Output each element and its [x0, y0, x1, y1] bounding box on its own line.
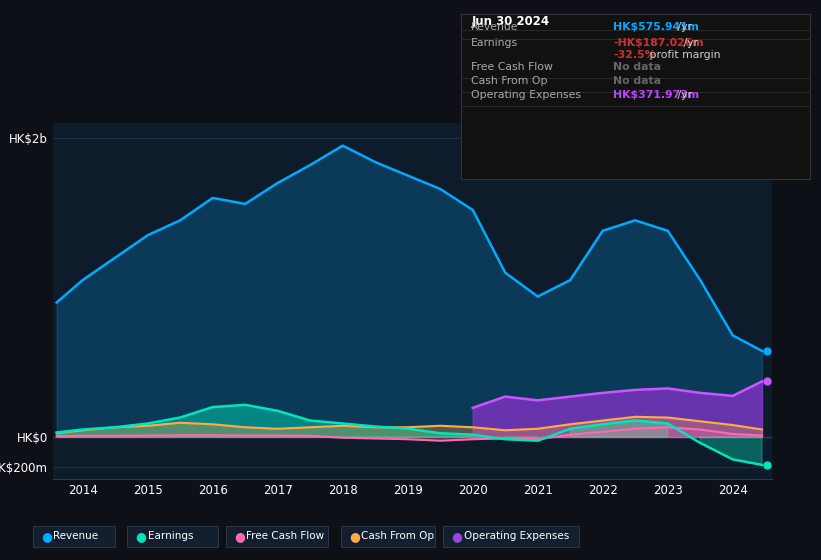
Text: HK$371.973m: HK$371.973m	[613, 90, 699, 100]
Text: Revenue: Revenue	[53, 531, 99, 542]
Text: /yr: /yr	[680, 38, 698, 48]
Text: Free Cash Flow: Free Cash Flow	[471, 62, 553, 72]
Text: Earnings: Earnings	[148, 531, 193, 542]
Text: Free Cash Flow: Free Cash Flow	[246, 531, 324, 542]
Text: Revenue: Revenue	[471, 22, 519, 32]
Text: /yr: /yr	[674, 22, 692, 32]
Text: Cash From Op: Cash From Op	[471, 76, 548, 86]
Text: Operating Expenses: Operating Expenses	[464, 531, 569, 542]
Text: Earnings: Earnings	[471, 38, 518, 48]
Text: -HK$187.026m: -HK$187.026m	[613, 38, 704, 48]
Text: Jun 30 2024: Jun 30 2024	[471, 15, 549, 28]
Text: ●: ●	[135, 530, 146, 543]
Text: ●: ●	[234, 530, 245, 543]
Text: Cash From Op: Cash From Op	[361, 531, 434, 542]
Text: ●: ●	[41, 530, 52, 543]
Text: No data: No data	[613, 62, 661, 72]
Text: HK$575.941m: HK$575.941m	[613, 22, 699, 32]
Text: ●: ●	[452, 530, 462, 543]
Text: /yr: /yr	[674, 90, 692, 100]
Text: -32.5%: -32.5%	[613, 50, 656, 60]
Text: ●: ●	[349, 530, 360, 543]
Text: profit margin: profit margin	[646, 50, 721, 60]
Text: Operating Expenses: Operating Expenses	[471, 90, 581, 100]
Text: No data: No data	[613, 76, 661, 86]
